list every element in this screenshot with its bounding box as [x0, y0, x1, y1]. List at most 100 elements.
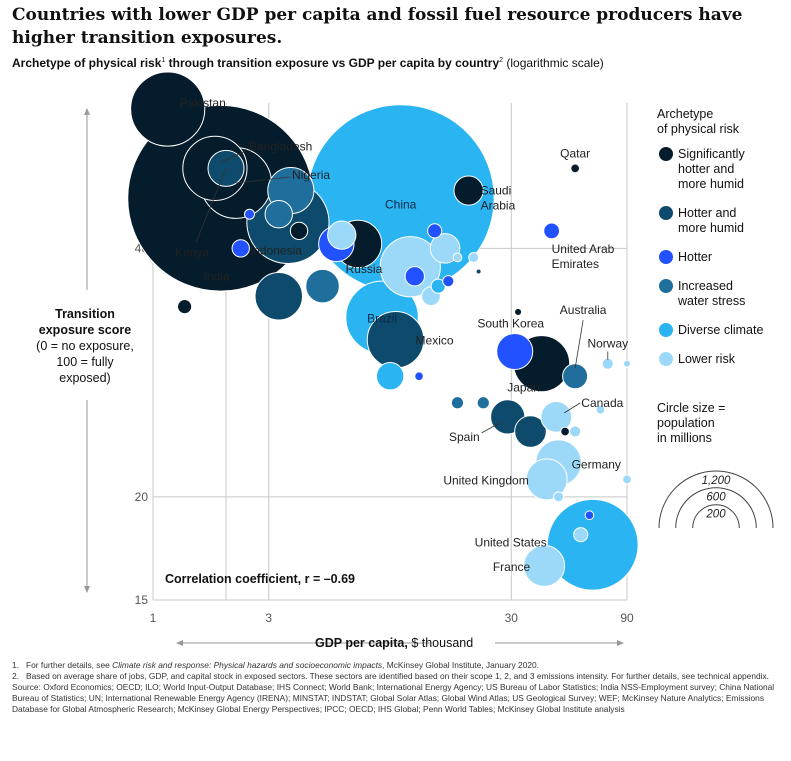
y-axis-label-line: exposure score	[39, 323, 131, 337]
y-axis-label-line: (0 = no exposure,	[36, 339, 134, 353]
bubble	[427, 223, 443, 239]
label-china: China	[385, 197, 417, 211]
label-bangladesh: Bangladesh	[249, 139, 312, 153]
subtitle-bold-part-2: through transition exposure vs GDP per c…	[165, 56, 500, 70]
size-legend-arc	[692, 504, 740, 529]
size-legend-label: 1,200	[702, 475, 731, 487]
bubble-united-kingdom	[525, 458, 568, 501]
legend-label-water_stress: Increased	[678, 279, 733, 293]
bubble	[595, 404, 606, 415]
correlation-annotation: Correlation coefficient, r = –0.69	[165, 572, 355, 586]
bubble	[404, 266, 425, 287]
bubble	[468, 251, 480, 263]
footnote-ref-2: 2	[499, 57, 504, 64]
footnotes: 1. For further details, see Climate risk …	[12, 660, 782, 715]
bubble	[573, 527, 589, 543]
label-united-arab-emirates: United Arab	[552, 242, 615, 256]
size-legend-label: 600	[706, 492, 726, 504]
source-note: Source: Oxford Economics; OECD; ILO; Wor…	[12, 682, 775, 714]
bubble	[244, 208, 256, 220]
label-south-korea: South Korea	[477, 317, 544, 331]
footnote-1-number: 1.	[12, 660, 19, 670]
x-tick-label: 3	[265, 611, 272, 625]
bubble	[375, 362, 405, 391]
bubble	[289, 221, 309, 241]
chart-title: Countries with lower GDP per capita and …	[12, 5, 743, 48]
x-tick-label: 1	[150, 611, 157, 625]
y-axis-arrow-down-head	[84, 586, 90, 593]
footnote-1-tail: , McKinsey Global Institute, January 202…	[382, 660, 539, 670]
subtitle-scale-note: (logarithmic scale)	[503, 56, 604, 70]
bubble-united-states	[546, 498, 639, 591]
legend-title: Archetype	[657, 107, 713, 121]
size-legend-arc	[658, 470, 774, 529]
footnote-1-italic: Climate risk and response: Physical haza…	[112, 660, 383, 670]
label-nigeria: Nigeria	[292, 168, 330, 182]
label-france: France	[493, 560, 531, 574]
leader-canada	[564, 402, 581, 414]
label-india: India	[204, 269, 230, 283]
label-kenya: Kenya	[175, 245, 209, 259]
bubble	[475, 268, 482, 275]
size-legend-title: population	[657, 416, 715, 430]
bubble	[327, 220, 357, 250]
footnote-2-text: Based on average share of jobs, GDP, and…	[26, 671, 770, 681]
bubble	[476, 396, 490, 410]
x-axis-arrow-right-head	[617, 640, 624, 646]
legend-label-significantly_hotter_humid: Significantly	[678, 147, 745, 161]
legend-label-significantly_hotter_humid: more humid	[678, 177, 744, 191]
footnote-1-text: For further details, see	[26, 660, 113, 670]
legend-label-hotter_humid: Hotter and	[678, 206, 736, 220]
bubble	[569, 425, 582, 438]
bubble	[442, 275, 455, 288]
country-labels: Pakistan Bangladesh Nigeria Kenya India Indon…	[175, 96, 628, 574]
y-tick-label: 15	[135, 593, 149, 607]
bubbles	[127, 71, 639, 591]
y-axis-label-line: Transition	[55, 307, 115, 321]
leader-nigeria	[236, 176, 291, 184]
footnote-ref-1: 1	[161, 57, 166, 64]
bubble-canada	[540, 400, 573, 433]
label-brazil: Brazil	[367, 311, 397, 325]
legend-label-diverse_climate: Diverse climate	[678, 323, 763, 337]
bubble	[177, 299, 193, 315]
label-saudi-arabia: Saudi	[481, 184, 512, 198]
size-legend-arc	[675, 487, 757, 529]
bubble	[231, 239, 250, 258]
legend-label-hotter_humid: more humid	[678, 221, 744, 235]
bubble	[553, 491, 565, 503]
bubble	[514, 307, 523, 316]
bubble	[264, 200, 293, 229]
y-tick-label: 20	[135, 490, 149, 504]
bubble	[560, 426, 570, 437]
bubble	[450, 396, 465, 410]
bubble	[622, 359, 632, 368]
bubble-south-korea	[496, 332, 534, 371]
legend-swatch-lower_risk	[659, 352, 673, 366]
label-mexico: Mexico	[416, 334, 454, 348]
label-spain: Spain	[449, 430, 480, 444]
label-russia: Russia	[346, 262, 383, 276]
bubble	[584, 510, 595, 521]
legend-label-water_stress: water stress	[677, 294, 745, 308]
leader-kenya	[195, 168, 227, 243]
leader-australia	[574, 320, 584, 369]
x-axis-arrow-left-head	[176, 640, 183, 646]
legend-label-lower_risk: Lower risk	[678, 352, 736, 366]
legend-swatch-significantly_hotter_humid	[659, 147, 673, 161]
label-japan: Japan	[507, 381, 540, 395]
bubble-australia	[562, 363, 589, 390]
legend-swatch-water_stress	[659, 279, 673, 293]
bubble	[305, 268, 340, 304]
legend-title: of physical risk	[657, 122, 740, 136]
label-germany: Germany	[572, 458, 621, 472]
label-pakistan: Pakistan	[180, 96, 226, 110]
bubble	[622, 474, 632, 485]
bubble-united-arab-emirates	[543, 222, 561, 240]
y-axis-label-line: exposed)	[59, 371, 110, 385]
legend-label-significantly_hotter_humid: hotter and	[678, 162, 734, 176]
x-tick-label: 90	[620, 611, 634, 625]
subtitle-bold-part-1: Archetype of physical risk	[12, 56, 162, 70]
